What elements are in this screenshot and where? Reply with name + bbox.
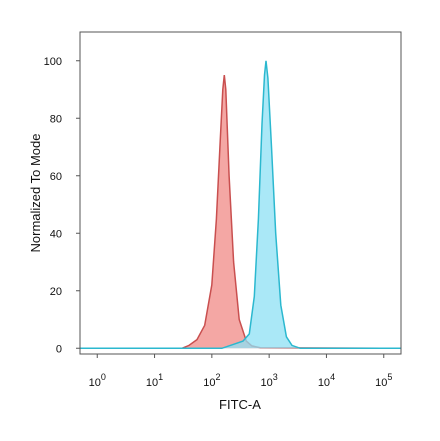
x-axis: 100 101 102 103 104 105 — [89, 354, 392, 389]
x-tick-label: 101 — [146, 372, 163, 389]
x-tick-label: 103 — [261, 372, 278, 389]
series-2-line — [80, 60, 401, 350]
y-tick-label: 80 — [50, 113, 62, 125]
series-2-area — [80, 60, 401, 349]
y-tick-label: 100 — [44, 56, 62, 68]
series-1-area — [80, 75, 401, 349]
x-tick-label: 104 — [318, 372, 335, 389]
x-tick-label: 102 — [203, 372, 220, 389]
y-axis-title: Normalized To Mode — [28, 134, 43, 253]
plot-frame — [79, 31, 402, 355]
x-tick-label: 100 — [89, 372, 106, 389]
series-layer — [80, 60, 402, 350]
y-tick-label: 20 — [50, 286, 62, 298]
x-tick-label: 105 — [375, 372, 392, 389]
y-tick-label: 60 — [50, 171, 62, 183]
x-axis-title: FITC-A — [219, 397, 261, 412]
y-tick-label: 0 — [56, 343, 62, 355]
y-axis: 0 20 40 60 80 100 — [44, 56, 80, 355]
y-tick-label: 40 — [50, 228, 62, 240]
series-1-line — [80, 75, 402, 350]
